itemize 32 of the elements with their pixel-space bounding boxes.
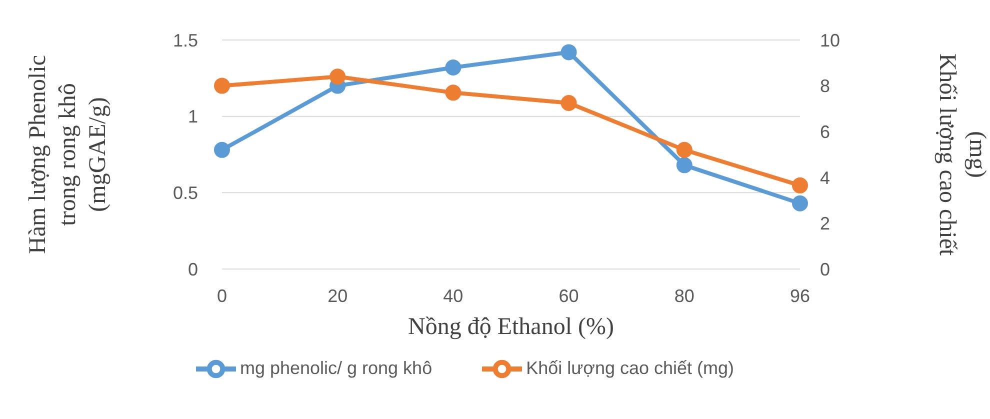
point <box>676 142 692 158</box>
y2-tick-label: 10 <box>820 30 840 50</box>
point <box>676 157 692 174</box>
legend-label: Khối lượng cao chiết (mg) <box>526 358 734 378</box>
x-tick-label: 96 <box>790 286 810 306</box>
x-tick-label: 40 <box>443 286 464 306</box>
x-axis-title: Nồng độ Ethanol (%) <box>408 314 614 340</box>
y2-tick-label: 2 <box>820 214 830 234</box>
y-tick-label: 0.5 <box>172 183 198 204</box>
y2-tick-label: 6 <box>820 122 830 142</box>
point <box>330 68 346 85</box>
point <box>445 84 462 101</box>
point <box>792 195 808 212</box>
y-axis-title: Hàm lượng Phenolic trong rong khô (mgGAE/g) <box>25 54 111 254</box>
x-tick-label: 0 <box>216 286 228 306</box>
legend-label: mg phenolic/ g rong khô <box>240 358 432 378</box>
point <box>792 177 808 194</box>
x-tick-label: 20 <box>328 286 348 306</box>
y2-axis-title: Khối lượng cao chiết (mg) <box>934 53 990 256</box>
x-tick-label: 80 <box>674 286 694 306</box>
point <box>560 44 577 60</box>
y-tick-label: 1 <box>188 106 198 127</box>
y-tick-label: 1.5 <box>172 30 198 50</box>
x-tick-label: 60 <box>558 286 579 306</box>
point <box>214 142 230 158</box>
point <box>560 94 577 111</box>
y2-tick-label: 4 <box>820 168 830 188</box>
y2-tick-label: 0 <box>820 259 830 280</box>
y-tick-label: 0 <box>188 259 198 280</box>
point <box>214 78 230 94</box>
point <box>445 59 462 76</box>
y2-tick-label: 8 <box>820 76 830 96</box>
